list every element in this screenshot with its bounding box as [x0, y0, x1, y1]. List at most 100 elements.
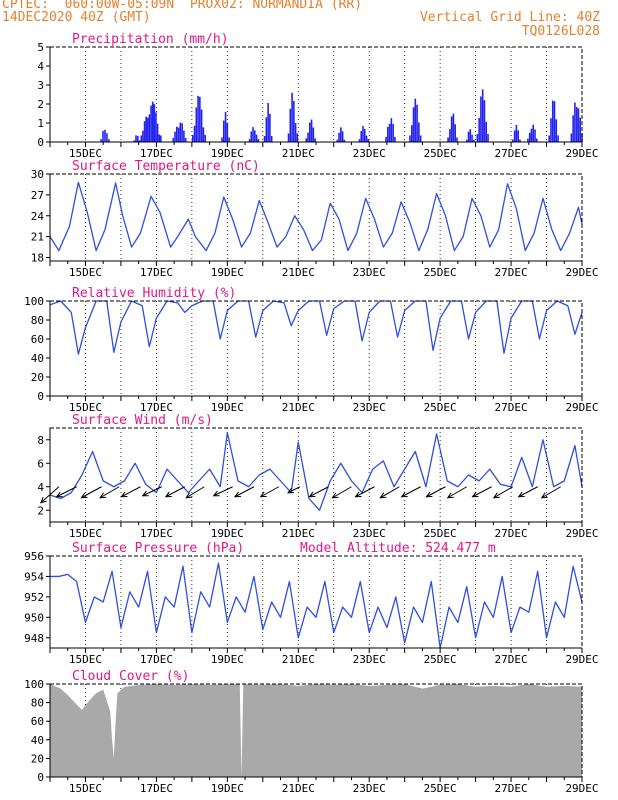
cloud-cover-area — [50, 684, 582, 777]
y-tick-label: 60 — [31, 333, 44, 346]
x-tick-label: 23DEC — [353, 653, 386, 666]
precip-bar — [195, 107, 198, 142]
precip-bar — [102, 131, 104, 142]
y-tick-label: 0 — [37, 136, 44, 149]
precip-bar — [254, 130, 256, 142]
panel-title-wind: Surface Wind (m/s) — [72, 413, 213, 428]
y-tick-label: 954 — [24, 570, 44, 583]
precip-bar — [519, 139, 521, 142]
wind-vector — [332, 486, 352, 499]
x-tick-label: 19DEC — [211, 147, 244, 160]
precip-bar — [465, 139, 468, 142]
precip-bar — [250, 131, 253, 142]
wind-vector-head — [492, 492, 500, 499]
precip-bar — [100, 139, 102, 142]
precip-bar — [454, 124, 457, 142]
precip-bar — [308, 122, 311, 142]
precip-bar — [388, 123, 391, 142]
x-tick-label: 19DEC — [211, 653, 244, 666]
precip-bar — [222, 120, 225, 142]
wind-vector — [518, 486, 538, 498]
precip-bar — [156, 123, 159, 142]
wind-vector — [426, 486, 446, 498]
series-line-humidity — [49, 300, 583, 355]
precip-bar — [362, 126, 364, 142]
wind-vector-head — [80, 492, 88, 499]
precip-bar — [341, 131, 344, 142]
precip-bar — [517, 130, 519, 142]
y-tick-label: 0 — [37, 390, 44, 403]
precip-bar — [336, 139, 339, 142]
precip-bar — [548, 135, 550, 142]
wind-vector-head — [354, 491, 362, 498]
header-model-id: TQ0126L028 — [521, 24, 600, 39]
precip-bar — [358, 139, 361, 142]
precip-bar — [158, 134, 161, 142]
y-tick-label: 4 — [37, 481, 44, 494]
precip-bar — [140, 135, 143, 142]
precip-bar — [291, 92, 293, 142]
panel-title-precipitation: Precipitation (mm/h) — [72, 32, 229, 47]
panel-frame-temperature — [49, 173, 583, 262]
wind-vector-head — [471, 491, 479, 498]
x-tick-label: 23DEC — [353, 147, 386, 160]
wind-vector-head — [99, 492, 107, 499]
x-tick-label: 25DEC — [424, 653, 457, 666]
precip-bar — [485, 121, 488, 142]
precip-bar — [147, 117, 149, 142]
wind-vector — [186, 486, 205, 499]
precip-bar — [412, 107, 415, 142]
wind-vector — [541, 486, 561, 499]
wind-vector-head — [185, 492, 193, 499]
precip-bar — [289, 108, 292, 142]
wind-vector — [56, 486, 77, 498]
wind-vector — [309, 486, 329, 498]
wind-vector — [234, 486, 255, 498]
precip-bar — [269, 113, 271, 142]
precip-bar — [138, 140, 141, 142]
series-line-pressure — [50, 562, 583, 649]
precip-bar — [142, 130, 144, 142]
precip-bar — [226, 122, 229, 142]
x-tick-label: 15DEC — [69, 782, 102, 795]
precip-bar — [312, 127, 315, 142]
precip-bar — [418, 122, 420, 142]
precip-bar — [202, 127, 205, 142]
precip-bar — [574, 102, 576, 142]
precip-bar — [307, 132, 309, 142]
precip-bar — [153, 104, 156, 142]
precip-bar — [551, 100, 554, 142]
wind-vector — [447, 486, 467, 499]
precip-bar — [478, 117, 480, 142]
wind-vector-head — [233, 491, 241, 498]
precip-bar — [204, 134, 206, 142]
precip-bar — [257, 139, 260, 142]
x-tick-label: 23DEC — [353, 266, 386, 279]
precip-bar — [581, 133, 583, 142]
precip-bar — [392, 124, 394, 142]
precip-bar — [409, 135, 411, 142]
panel-title-pressure: Surface Pressure (hPa) — [72, 541, 244, 556]
x-tick-label: 17DEC — [140, 147, 173, 160]
wind-vector-head — [40, 497, 47, 504]
precip-bar — [106, 133, 108, 142]
precip-bar — [177, 127, 180, 142]
precip-bar — [340, 127, 342, 142]
y-tick-label: 20 — [31, 752, 44, 765]
precip-bar — [263, 136, 266, 142]
x-tick-label: 29DEC — [565, 527, 598, 540]
wind-vector — [142, 486, 162, 497]
wind-vector-head — [517, 491, 525, 498]
panel-frame-precipitation — [49, 46, 583, 143]
y-tick-label: 21 — [31, 231, 44, 244]
series-line-wind — [49, 432, 583, 511]
precip-bar — [181, 123, 183, 142]
precip-bar — [535, 138, 538, 142]
wind-vector-head — [425, 491, 433, 498]
precip-bar — [555, 119, 558, 142]
x-tick-label: 29DEC — [565, 266, 598, 279]
precip-bar — [512, 139, 514, 142]
precip-bar — [553, 101, 556, 142]
y-tick-label: 40 — [31, 352, 44, 365]
